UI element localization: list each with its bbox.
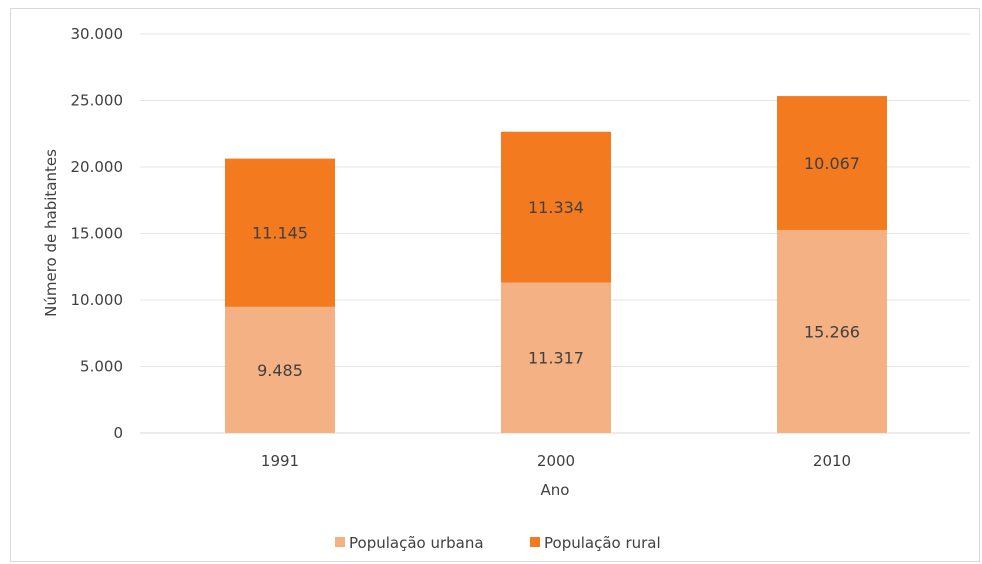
bar-urban-2000 bbox=[501, 282, 611, 433]
y-tick-label: 0 bbox=[113, 424, 123, 442]
legend-swatch-rural bbox=[530, 537, 540, 547]
x-axis-ticks: 1991 2000 2010 bbox=[261, 452, 851, 470]
bar-rural-1991 bbox=[225, 158, 335, 307]
data-label-urban-2010: 15.266 bbox=[804, 322, 860, 341]
y-axis-title: Número de habitantes bbox=[42, 149, 60, 317]
data-label-rural-1991: 11.145 bbox=[252, 224, 308, 243]
x-tick-label: 2010 bbox=[813, 452, 851, 470]
y-tick-label: 30.000 bbox=[71, 25, 124, 43]
y-tick-label: 25.000 bbox=[71, 92, 124, 110]
x-tick-label: 1991 bbox=[261, 452, 299, 470]
bar-urban-2010 bbox=[777, 229, 887, 433]
y-tick-label: 15.000 bbox=[71, 225, 124, 243]
y-tick-label: 10.000 bbox=[71, 291, 124, 309]
y-tick-label: 5.000 bbox=[80, 358, 123, 376]
data-label-rural-2000: 11.334 bbox=[528, 198, 584, 217]
bar-rural-2010 bbox=[777, 96, 887, 230]
legend-swatch-urban bbox=[335, 537, 345, 547]
bars bbox=[225, 96, 887, 433]
x-axis-title: Ano bbox=[541, 481, 570, 499]
legend: População urbana População rural bbox=[335, 534, 661, 552]
data-label-urban-2000: 11.317 bbox=[528, 349, 584, 368]
bar-rural-2000 bbox=[501, 131, 611, 283]
y-tick-label: 20.000 bbox=[71, 158, 124, 176]
y-axis-ticks: 0 5.000 10.000 15.000 20.000 25.000 30.000 bbox=[71, 25, 124, 442]
data-label-urban-1991: 9.485 bbox=[257, 361, 303, 380]
legend-label-rural: População rural bbox=[544, 534, 661, 552]
bar-urban-1991 bbox=[225, 306, 335, 433]
data-labels: 9.485 11.145 11.317 11.334 15.266 10.067 bbox=[252, 154, 860, 380]
legend-label-urban: População urbana bbox=[349, 534, 484, 552]
data-label-rural-2010: 10.067 bbox=[804, 154, 860, 173]
x-tick-label: 2000 bbox=[537, 452, 575, 470]
